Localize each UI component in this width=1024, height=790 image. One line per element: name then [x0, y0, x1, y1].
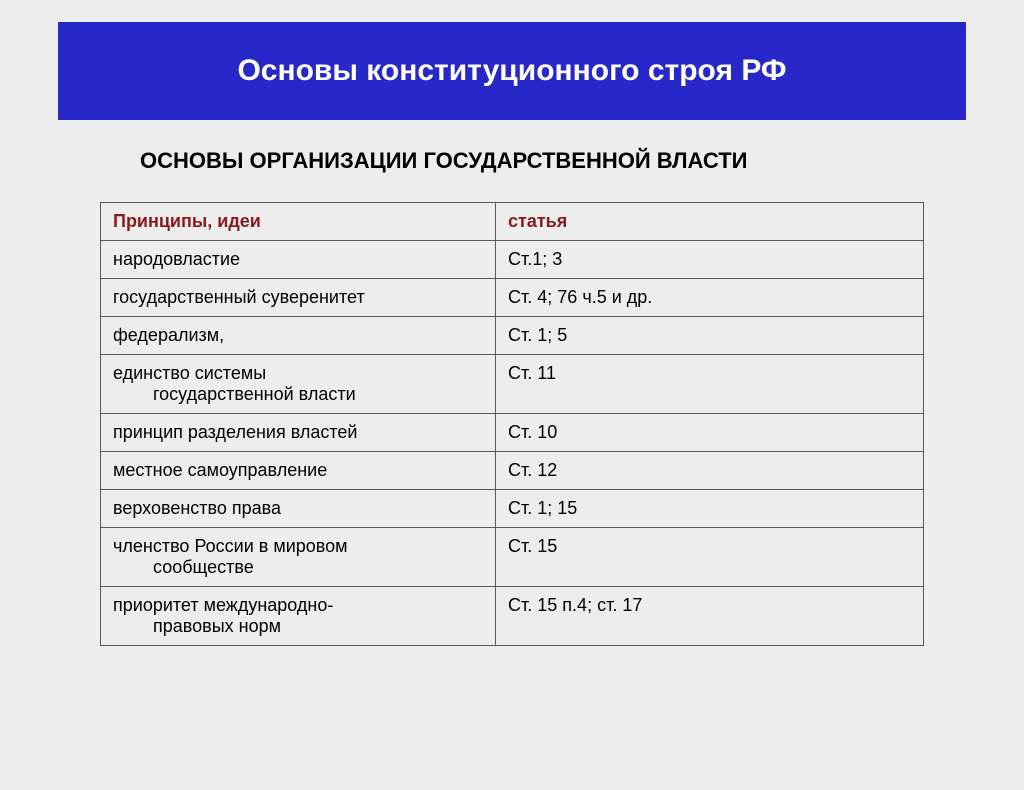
principle-line2: сообществе [113, 557, 483, 578]
principles-table: Принципы, идеи статья народовластие Ст.1… [100, 202, 924, 646]
cell-principle: верховенство права [101, 490, 496, 528]
cell-article: Ст. 11 [496, 355, 924, 414]
cell-article: Ст.1; 3 [496, 241, 924, 279]
header-principle: Принципы, идеи [101, 203, 496, 241]
principle-line1: федерализм, [113, 325, 224, 345]
table-row: верховенство права Ст. 1; 15 [101, 490, 924, 528]
principle-line1: верховенство права [113, 498, 281, 518]
table-body: народовластие Ст.1; 3 государственный су… [101, 241, 924, 646]
table-container: Принципы, идеи статья народовластие Ст.1… [100, 202, 924, 646]
title-banner: Основы конституционного строя РФ [58, 22, 966, 120]
table-row: федерализм, Ст. 1; 5 [101, 317, 924, 355]
page-title: Основы конституционного строя РФ [78, 54, 946, 88]
cell-principle: государственный суверенитет [101, 279, 496, 317]
principle-line1: местное самоуправление [113, 460, 327, 480]
subtitle: ОСНОВЫ ОРГАНИЗАЦИИ ГОСУДАРСТВЕННОЙ ВЛАСТ… [140, 148, 1024, 174]
principle-line1: народовластие [113, 249, 240, 269]
cell-article: Ст. 4; 76 ч.5 и др. [496, 279, 924, 317]
table-row: государственный суверенитет Ст. 4; 76 ч.… [101, 279, 924, 317]
table-header-row: Принципы, идеи статья [101, 203, 924, 241]
cell-article: Ст. 12 [496, 452, 924, 490]
principle-line2: правовых норм [113, 616, 483, 637]
principle-line1: единство системы [113, 363, 266, 383]
table-row: народовластие Ст.1; 3 [101, 241, 924, 279]
table-row: местное самоуправление Ст. 12 [101, 452, 924, 490]
cell-principle: приоритет международно- правовых норм [101, 587, 496, 646]
cell-principle: единство системы государственной власти [101, 355, 496, 414]
cell-principle: местное самоуправление [101, 452, 496, 490]
principle-line2: государственной власти [113, 384, 483, 405]
cell-article: Ст. 15 [496, 528, 924, 587]
table-row: приоритет международно- правовых норм Ст… [101, 587, 924, 646]
principle-line1: членство России в мировом [113, 536, 348, 556]
cell-principle: народовластие [101, 241, 496, 279]
cell-principle: принцип разделения властей [101, 414, 496, 452]
table-row: единство системы государственной власти … [101, 355, 924, 414]
cell-principle: членство России в мировом сообществе [101, 528, 496, 587]
table-row: принцип разделения властей Ст. 10 [101, 414, 924, 452]
cell-principle: федерализм, [101, 317, 496, 355]
cell-article: Ст. 1; 15 [496, 490, 924, 528]
cell-article: Ст. 10 [496, 414, 924, 452]
header-article: статья [496, 203, 924, 241]
table-row: членство России в мировом сообществе Ст.… [101, 528, 924, 587]
principle-line1: принцип разделения властей [113, 422, 358, 442]
principle-line1: государственный суверенитет [113, 287, 365, 307]
principle-line1: приоритет международно- [113, 595, 333, 615]
cell-article: Ст. 15 п.4; ст. 17 [496, 587, 924, 646]
cell-article: Ст. 1; 5 [496, 317, 924, 355]
